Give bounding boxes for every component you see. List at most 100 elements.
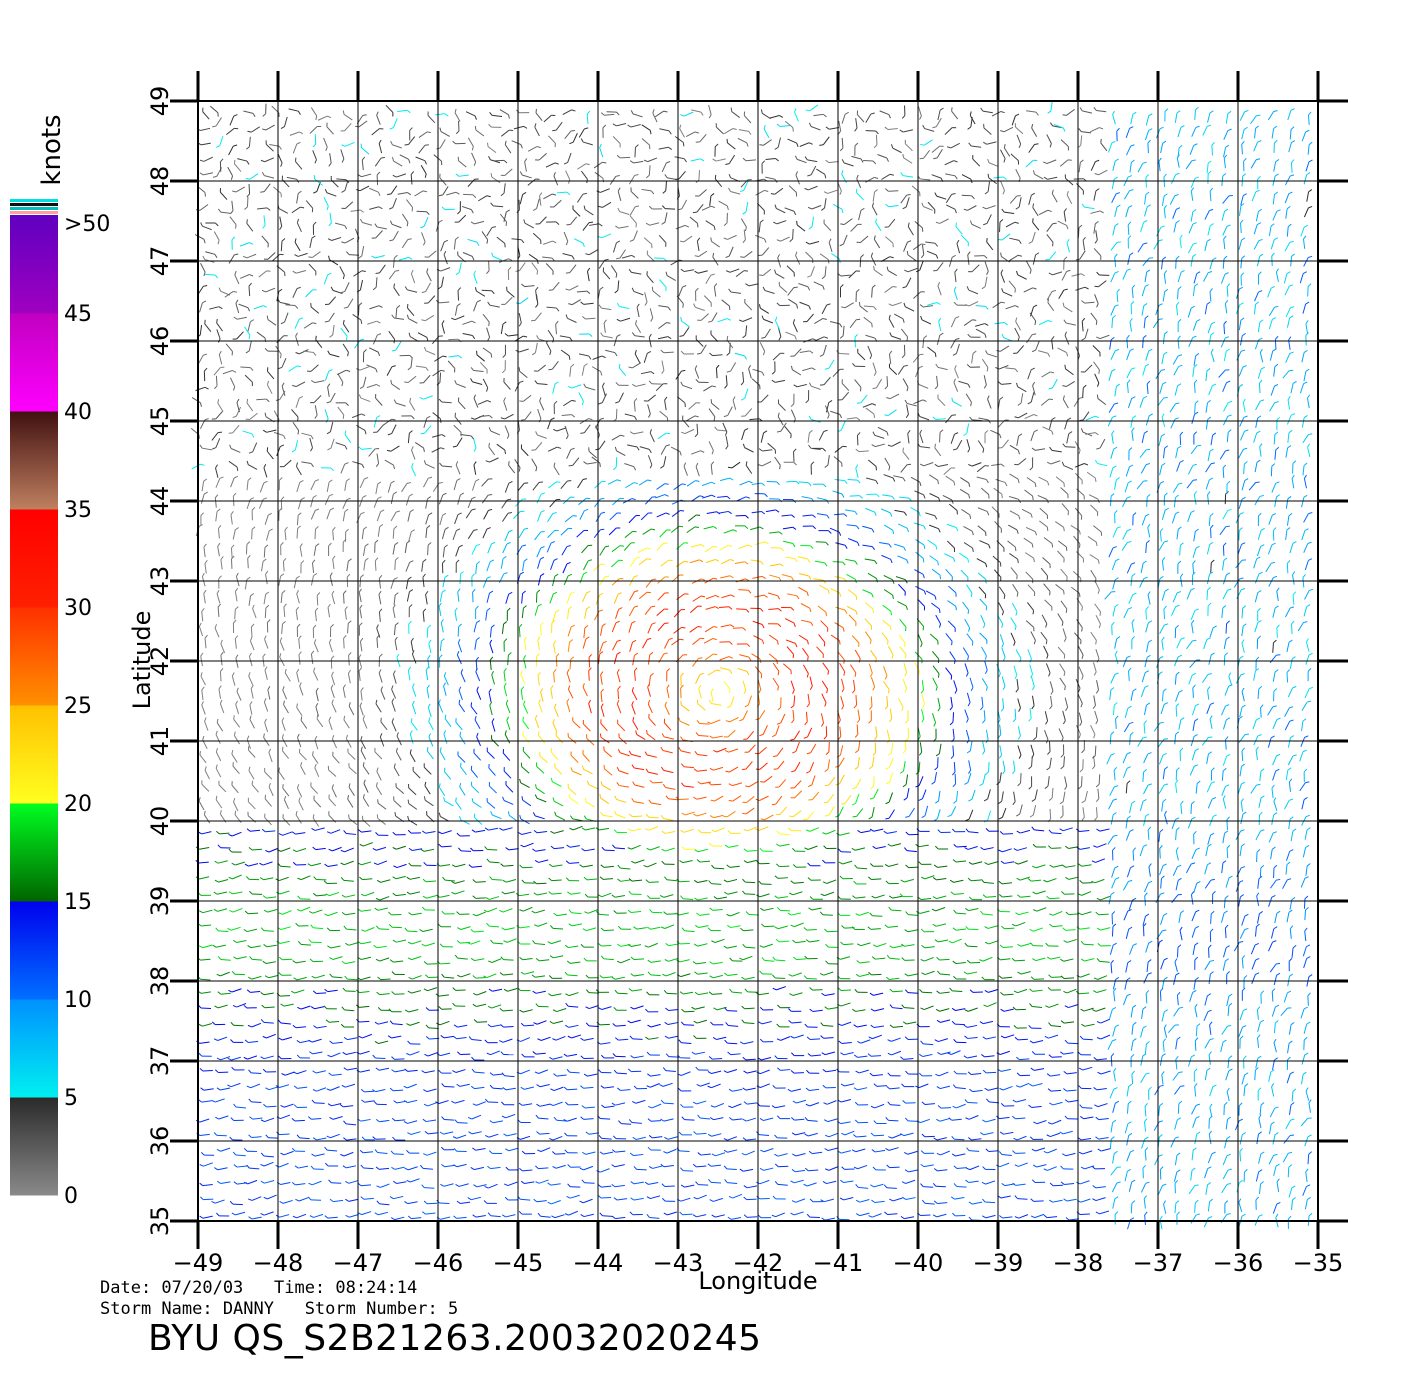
wind-barb: [1062, 720, 1066, 725]
wind-barb: [885, 976, 890, 980]
wind-barb: [204, 766, 207, 771]
wind-barb: [532, 812, 536, 817]
wind-vector: [491, 738, 499, 747]
wind-vector: [486, 973, 497, 979]
wind-vector: [856, 808, 864, 817]
wind-vector: [631, 690, 638, 701]
wind-barb: [213, 891, 218, 895]
wind-barb: [904, 973, 909, 977]
wind-barb: [1032, 1164, 1037, 1168]
wind-barb: [838, 1040, 843, 1044]
wind-vector: [824, 1217, 835, 1221]
wind-vector: [409, 1021, 420, 1026]
wind-barb: [1257, 734, 1262, 737]
wind-vector: [251, 1216, 262, 1220]
wind-barb: [1096, 927, 1101, 931]
wind-vector: [1147, 829, 1150, 840]
wind-barb: [851, 802, 856, 806]
wind-vector: [1051, 1119, 1062, 1125]
wind-barb: [505, 1166, 510, 1171]
wind-vector: [939, 991, 950, 994]
wind-barb: [1226, 1183, 1232, 1185]
wind-barb: [1225, 736, 1229, 740]
wind-vector: [585, 801, 595, 808]
wind-barb: [1080, 1116, 1084, 1120]
wind-barb: [485, 1134, 490, 1138]
wind-vector: [793, 1211, 804, 1216]
wind-vector: [555, 1153, 566, 1155]
wind-vector: [299, 685, 304, 696]
wind-barb: [468, 1036, 473, 1040]
wind-barb: [1132, 1004, 1137, 1008]
wind-vector: [1272, 1203, 1278, 1214]
wind-barb: [523, 700, 526, 705]
wind-barb: [198, 1023, 203, 1027]
wind-vector: [841, 1021, 852, 1026]
wind-vector: [636, 927, 647, 930]
wind-vector: [363, 783, 369, 793]
wind-barb: [1241, 781, 1246, 785]
wind-vector: [268, 847, 279, 853]
wind-vector: [1142, 771, 1145, 782]
wind-vector: [683, 991, 694, 995]
wind-barb: [1092, 705, 1096, 709]
wind-vector: [956, 790, 959, 801]
wind-vector: [955, 1008, 966, 1012]
wind-barb: [500, 956, 504, 961]
wind-vector: [1236, 867, 1242, 877]
wind-vector: [938, 790, 941, 801]
wind-vector: [395, 875, 406, 880]
wind-barb: [389, 1196, 394, 1200]
wind-vector: [939, 1008, 950, 1012]
wind-vector: [1252, 719, 1257, 730]
wind-barb: [233, 1103, 237, 1108]
wind-vector: [931, 713, 937, 723]
wind-vector: [202, 909, 213, 914]
wind-vector: [620, 958, 631, 964]
wind-barb: [1239, 1180, 1243, 1183]
wind-vector: [604, 1105, 615, 1108]
wind-barb: [552, 1009, 557, 1013]
wind-vector: [697, 879, 708, 884]
wind-vector: [1241, 691, 1245, 702]
wind-vector: [1268, 832, 1274, 843]
wind-vector: [348, 818, 358, 825]
wind-barb: [884, 1211, 888, 1215]
wind-barb: [501, 1072, 505, 1077]
wind-barb: [824, 768, 829, 773]
wind-barb: [980, 1132, 984, 1136]
wind-vector: [828, 1132, 839, 1138]
wind-vector: [314, 767, 320, 778]
wind-vector: [632, 655, 635, 666]
wind-vector: [1257, 878, 1260, 889]
wind-barb: [774, 1181, 779, 1185]
wind-barb: [312, 1070, 317, 1074]
wind-barb: [440, 1146, 445, 1151]
wind-barb: [519, 814, 522, 820]
wind-vector: [445, 879, 456, 882]
wind-vector: [471, 785, 480, 794]
wind-barb: [777, 671, 780, 676]
wind-barb: [1270, 1121, 1275, 1125]
wind-vector: [279, 940, 290, 944]
wind-barb: [246, 876, 250, 880]
wind-barb: [903, 797, 908, 801]
wind-barb: [868, 1215, 873, 1218]
wind-barb: [872, 752, 876, 756]
wind-barb: [373, 1100, 378, 1105]
wind-vector: [1109, 1088, 1115, 1099]
wind-vector: [938, 743, 942, 754]
wind-vector: [375, 785, 383, 796]
wind-barb: [741, 976, 746, 980]
wind-barb: [1271, 846, 1276, 850]
wind-barb: [1193, 830, 1197, 835]
wind-barb: [771, 1105, 776, 1109]
wind-vector: [551, 879, 562, 882]
wind-vector: [333, 1199, 344, 1203]
wind-vector: [1302, 1186, 1307, 1196]
wind-barb: [1305, 907, 1309, 911]
wind-barb: [1225, 924, 1229, 929]
wind-barb: [520, 971, 525, 975]
wind-barb: [520, 686, 525, 691]
wind-vector: [924, 875, 935, 880]
